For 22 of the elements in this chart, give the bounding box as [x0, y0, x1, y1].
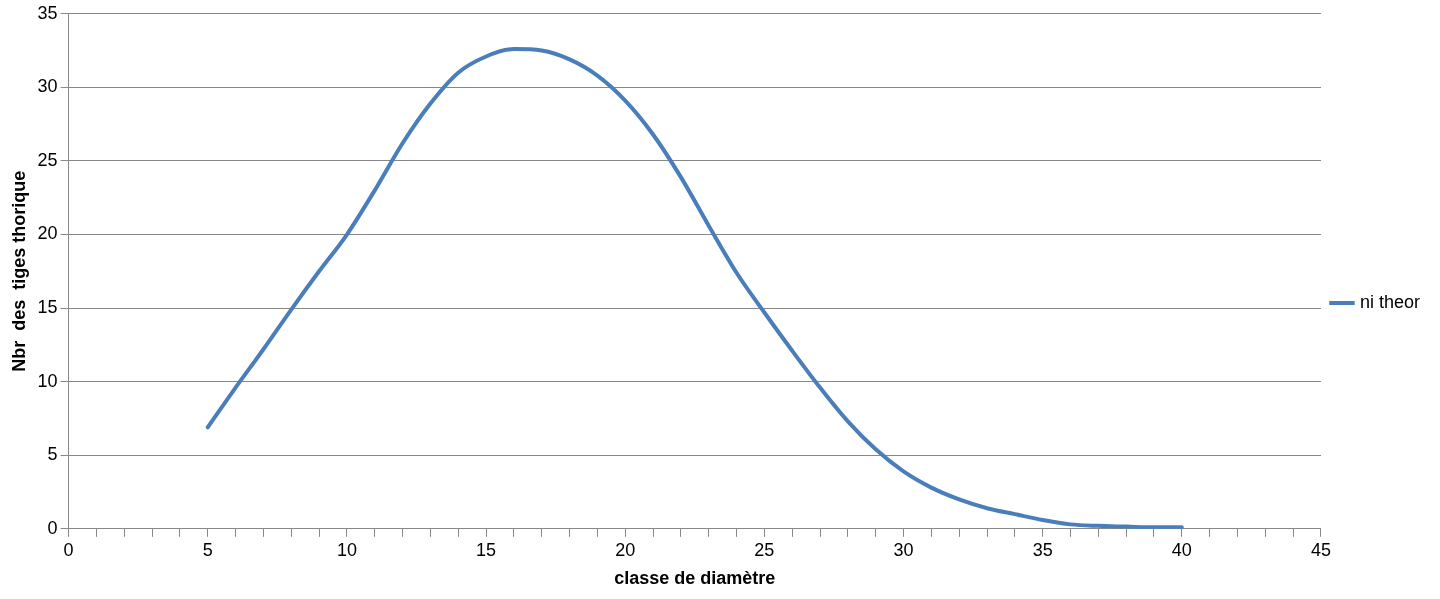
x-tick-label: 10	[336, 539, 357, 560]
x-tick-label: 15	[476, 539, 497, 560]
y-tick-label: 35	[37, 2, 58, 23]
line-series	[205, 47, 1184, 529]
x-tick-label: 0	[63, 539, 74, 560]
y-tick-label: 0	[47, 517, 58, 538]
y-tick-label: 15	[37, 297, 58, 318]
x-tick-label: 45	[1310, 539, 1331, 560]
x-tick-label: 35	[1032, 539, 1053, 560]
legend-label: ni theor	[1359, 291, 1421, 312]
x-axis-title: classe de diamètre	[614, 568, 776, 589]
y-tick-label: 5	[47, 444, 58, 465]
y-tick-label: 10	[37, 370, 58, 391]
x-tick-label: 20	[615, 539, 636, 560]
y-tick-label: 30	[37, 76, 58, 97]
y-tick-label: 25	[37, 149, 58, 170]
x-tick-label: 40	[1171, 539, 1192, 560]
y-axis-title: Nbr des tiges thorique	[8, 170, 29, 372]
x-tick-label: 25	[754, 539, 775, 560]
x-tick-label: 5	[202, 539, 213, 560]
x-tick-label: 30	[893, 539, 914, 560]
y-tick-label: 20	[37, 223, 58, 244]
